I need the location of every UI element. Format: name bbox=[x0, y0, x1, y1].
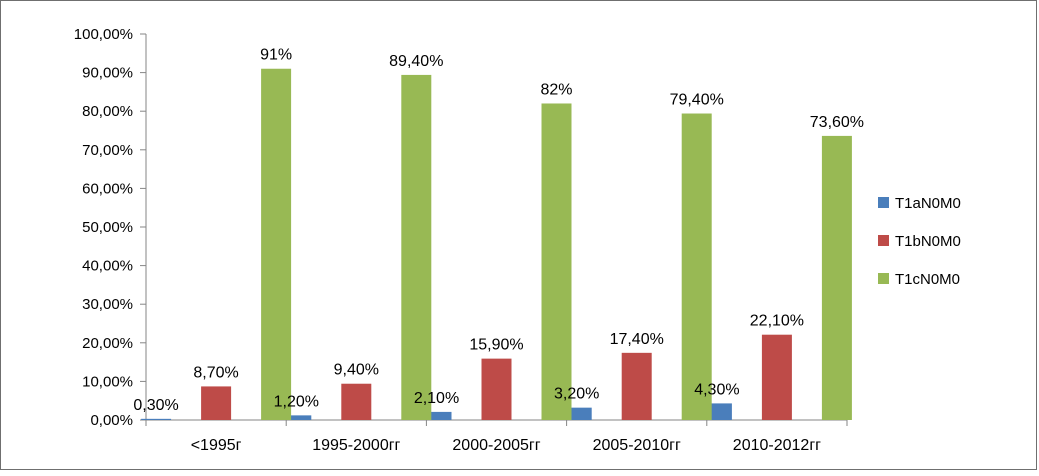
y-tick-label: 10,00% bbox=[82, 373, 133, 390]
data-label: 4,30% bbox=[694, 381, 739, 398]
x-category-label: 1995-2000гг bbox=[312, 437, 400, 454]
data-label: 82% bbox=[540, 81, 572, 98]
bar-t1cn0m0 bbox=[261, 68, 292, 421]
bar-t1an0m0 bbox=[141, 418, 172, 420]
legend-label: T1cN0M0 bbox=[895, 271, 960, 288]
data-label: 0,30% bbox=[133, 397, 178, 414]
data-label: 3,20% bbox=[554, 386, 599, 403]
y-tick-label: 50,00% bbox=[82, 219, 133, 236]
y-tick-label: 80,00% bbox=[82, 103, 133, 120]
bar-t1bn0m0 bbox=[341, 383, 372, 420]
bar-t1cn0m0 bbox=[681, 113, 712, 421]
legend-label: T1aN0M0 bbox=[895, 195, 961, 212]
data-labels: 0,30% 1,20% 2,10% 3,20% 4,30% 8,70% 9,40% 15,90… bbox=[133, 47, 864, 414]
x-category-label: 2005-2010гг bbox=[593, 437, 681, 454]
legend-swatch-t1an0m0 bbox=[878, 197, 889, 208]
bar-t1bn0m0 bbox=[481, 358, 512, 420]
y-tick-label: 40,00% bbox=[82, 258, 133, 275]
data-label: 73,60% bbox=[810, 114, 864, 131]
bar-t1an0m0 bbox=[281, 415, 312, 420]
data-label: 9,40% bbox=[334, 362, 379, 379]
data-label: 79,40% bbox=[670, 92, 724, 109]
y-tick-label: 90,00% bbox=[82, 65, 133, 82]
x-category-label: 2010-2012гг bbox=[733, 437, 821, 454]
bar-t1bn0m0 bbox=[201, 386, 232, 420]
data-label: 8,70% bbox=[193, 364, 238, 381]
y-tick-label: 30,00% bbox=[82, 296, 133, 313]
data-label: 2,10% bbox=[414, 390, 459, 407]
y-tick-label: 70,00% bbox=[82, 142, 133, 159]
legend-swatch-t1cn0m0 bbox=[878, 273, 889, 284]
bars bbox=[141, 68, 852, 421]
y-tick-label: 60,00% bbox=[82, 180, 133, 197]
data-label: 91% bbox=[260, 47, 292, 64]
data-label: 89,40% bbox=[389, 53, 443, 70]
legend-swatch-t1bn0m0 bbox=[878, 235, 889, 246]
bar-t1cn0m0 bbox=[541, 103, 572, 420]
y-tick-label: 0,00% bbox=[90, 412, 133, 429]
y-axis: 0,00% 10,00% 20,00% 30,00% 40,00% 50,00% 60,00… bbox=[74, 26, 147, 429]
y-tick-label: 100,00% bbox=[74, 26, 133, 43]
x-axis: <1995г 1995-2000гг 2000-2005гг 2005-2010гг 2… bbox=[145, 419, 848, 454]
bar-t1an0m0 bbox=[421, 411, 452, 420]
bar-t1bn0m0 bbox=[761, 334, 792, 420]
data-label: 15,90% bbox=[469, 337, 523, 354]
data-label: 22,10% bbox=[750, 313, 804, 330]
bar-t1cn0m0 bbox=[821, 135, 852, 421]
x-category-label: <1995г bbox=[191, 437, 242, 454]
data-label: 17,40% bbox=[610, 331, 664, 348]
legend: T1aN0M0 T1bN0M0 T1cN0M0 bbox=[878, 195, 961, 288]
x-category-label: 2000-2005гг bbox=[452, 437, 540, 454]
bar-t1cn0m0 bbox=[401, 74, 432, 420]
data-label: 1,20% bbox=[274, 393, 319, 410]
y-tick-label: 20,00% bbox=[82, 335, 133, 352]
bar-t1bn0m0 bbox=[621, 352, 652, 420]
legend-label: T1bN0M0 bbox=[895, 233, 961, 250]
